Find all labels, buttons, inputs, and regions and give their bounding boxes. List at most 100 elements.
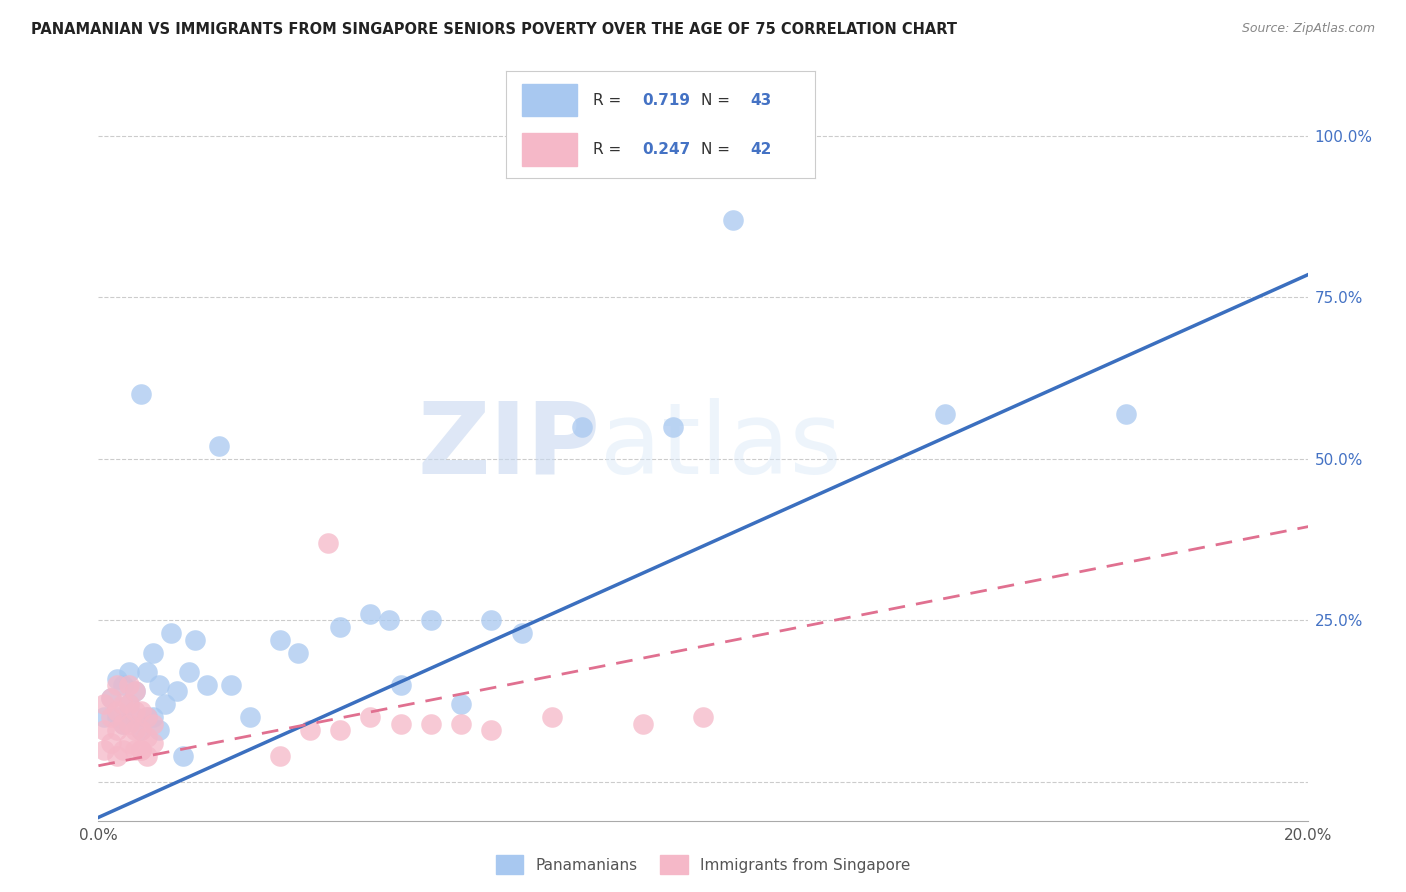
Point: [118, 665, 141, 679]
Point: [692, 710, 714, 724]
Point: [179, 665, 201, 679]
Point: [195, 678, 218, 692]
Point: [111, 678, 134, 692]
Point: [389, 678, 412, 692]
Point: [221, 678, 243, 692]
Point: [148, 678, 170, 692]
Point: [100, 736, 122, 750]
Text: atlas: atlas: [600, 398, 842, 494]
Point: [124, 710, 146, 724]
Point: [329, 620, 352, 634]
Point: [118, 716, 141, 731]
Point: [389, 716, 412, 731]
Point: [111, 698, 134, 712]
Point: [153, 698, 176, 712]
Point: [135, 749, 157, 764]
Point: [934, 407, 956, 421]
Point: [124, 684, 146, 698]
Point: [93, 723, 115, 738]
Point: [93, 742, 115, 756]
Point: [129, 723, 152, 738]
Point: [148, 723, 170, 738]
Point: [105, 678, 128, 692]
Point: [129, 704, 152, 718]
Point: [269, 632, 291, 647]
Point: [100, 710, 122, 724]
Point: [142, 646, 165, 660]
Point: [661, 419, 683, 434]
Point: [269, 749, 291, 764]
Point: [135, 710, 157, 724]
Point: [135, 730, 157, 744]
Text: R =: R =: [593, 93, 626, 108]
Point: [481, 614, 503, 628]
Text: Source: ZipAtlas.com: Source: ZipAtlas.com: [1241, 22, 1375, 36]
Point: [105, 710, 128, 724]
Point: [129, 387, 152, 401]
Point: [100, 690, 122, 705]
Point: [360, 710, 382, 724]
Point: [208, 439, 231, 453]
Point: [360, 607, 382, 621]
Point: [124, 742, 146, 756]
Point: [184, 632, 207, 647]
Text: R =: R =: [593, 142, 626, 157]
Point: [172, 749, 194, 764]
Point: [129, 742, 152, 756]
Point: [420, 716, 443, 731]
Point: [287, 646, 309, 660]
Text: 0.247: 0.247: [643, 142, 690, 157]
Point: [142, 716, 165, 731]
Bar: [522, 84, 578, 116]
Point: [93, 698, 115, 712]
Point: [1115, 407, 1137, 421]
Point: [111, 716, 134, 731]
Text: 42: 42: [751, 142, 772, 157]
Point: [450, 716, 472, 731]
Text: PANAMANIAN VS IMMIGRANTS FROM SINGAPORE SENIORS POVERTY OVER THE AGE OF 75 CORRE: PANAMANIAN VS IMMIGRANTS FROM SINGAPORE …: [31, 22, 957, 37]
Point: [299, 723, 322, 738]
Point: [540, 710, 562, 724]
Point: [510, 626, 533, 640]
Point: [329, 723, 352, 738]
Point: [105, 749, 128, 764]
Text: ZIP: ZIP: [418, 398, 600, 494]
Point: [105, 704, 128, 718]
Text: N =: N =: [702, 93, 735, 108]
Point: [142, 710, 165, 724]
Point: [135, 710, 157, 724]
Point: [118, 678, 141, 692]
Point: [723, 213, 745, 227]
Text: 0.719: 0.719: [643, 93, 690, 108]
Point: [631, 716, 654, 731]
Point: [481, 723, 503, 738]
Legend: Panamanians, Immigrants from Singapore: Panamanians, Immigrants from Singapore: [489, 849, 917, 880]
Point: [93, 710, 115, 724]
Point: [124, 704, 146, 718]
Point: [420, 614, 443, 628]
Point: [105, 672, 128, 686]
Point: [571, 419, 593, 434]
Point: [239, 710, 262, 724]
Text: 43: 43: [751, 93, 772, 108]
Point: [118, 698, 141, 712]
Point: [111, 742, 134, 756]
Point: [100, 690, 122, 705]
Point: [135, 665, 157, 679]
Point: [377, 614, 399, 628]
Point: [160, 626, 183, 640]
Point: [124, 684, 146, 698]
Point: [166, 684, 188, 698]
Point: [316, 536, 339, 550]
Point: [129, 723, 152, 738]
Point: [118, 736, 141, 750]
Point: [450, 698, 472, 712]
Point: [105, 723, 128, 738]
Point: [118, 698, 141, 712]
Bar: [522, 134, 578, 166]
Point: [142, 736, 165, 750]
Point: [129, 742, 152, 756]
Point: [124, 723, 146, 738]
Point: [111, 716, 134, 731]
Text: N =: N =: [702, 142, 735, 157]
